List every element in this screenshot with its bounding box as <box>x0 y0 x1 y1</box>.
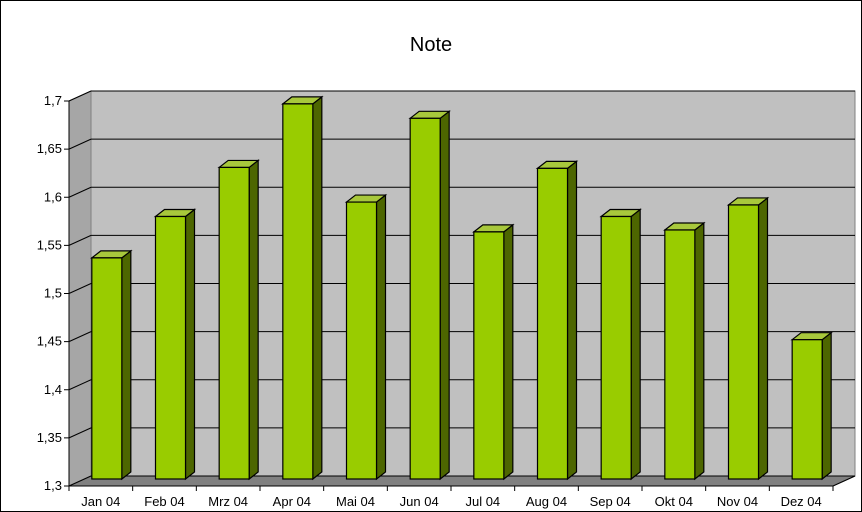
gridline-side <box>68 90 92 102</box>
gridline-side <box>68 234 92 246</box>
x-tick-label: Nov 04 <box>717 494 758 509</box>
x-tick-label: Jul 04 <box>465 494 500 509</box>
y-tick-label: 1,6 <box>44 189 62 204</box>
bar <box>664 229 696 480</box>
y-tick-label: 1,7 <box>44 93 62 108</box>
bar <box>154 215 187 480</box>
bar-side <box>375 193 387 481</box>
y-tick-label: 1,65 <box>37 141 62 156</box>
bar <box>409 117 441 480</box>
bar-side <box>757 196 769 481</box>
bar-side <box>566 160 578 481</box>
gridline-side <box>68 379 92 391</box>
bar-side <box>694 221 705 481</box>
floor-edge <box>832 475 856 487</box>
bar <box>218 166 250 480</box>
x-tick-label: Apr 04 <box>273 494 311 509</box>
x-tick-label: Sep 04 <box>590 494 631 509</box>
y-tick-label: 1,45 <box>37 334 62 349</box>
x-tick-label: Okt 04 <box>655 494 693 509</box>
bar-side <box>821 331 832 481</box>
bar <box>791 339 823 480</box>
bar <box>536 167 569 480</box>
y-tick-label: 1,55 <box>37 237 62 252</box>
bar <box>282 103 314 480</box>
y-tick-label: 1,4 <box>44 382 62 397</box>
x-tick-label: Mai 04 <box>336 494 375 509</box>
chart-title: Note <box>409 34 453 56</box>
bar <box>91 257 123 480</box>
gridline-side <box>68 138 92 150</box>
gridline-side <box>68 331 92 343</box>
bar <box>727 204 760 480</box>
bar-side <box>503 223 514 481</box>
x-tick-label: Feb 04 <box>144 494 184 509</box>
x-tick-label: Mrz 04 <box>208 494 248 509</box>
x-tick-label: Jun 04 <box>400 494 439 509</box>
gridline-side <box>68 427 92 439</box>
bar-side <box>248 159 259 481</box>
y-tick-label: 1,35 <box>37 430 62 445</box>
x-tick-label: Jan 04 <box>81 494 120 509</box>
bar <box>473 231 505 480</box>
x-tick-label: Dez 04 <box>781 494 822 509</box>
bar-side <box>184 208 196 481</box>
bar-side <box>439 110 450 481</box>
bar-side <box>312 95 323 481</box>
bar-side <box>121 249 132 481</box>
x-tick-label: Aug 04 <box>526 494 567 509</box>
gridline-side <box>68 475 92 487</box>
y-tick-label: 1,5 <box>44 286 62 301</box>
y-tick-label: 1,3 <box>44 478 62 493</box>
bar <box>600 215 632 480</box>
bar-side <box>630 208 641 481</box>
bar <box>345 201 378 480</box>
gridline-side <box>68 186 92 198</box>
gridline-side <box>68 283 92 294</box>
